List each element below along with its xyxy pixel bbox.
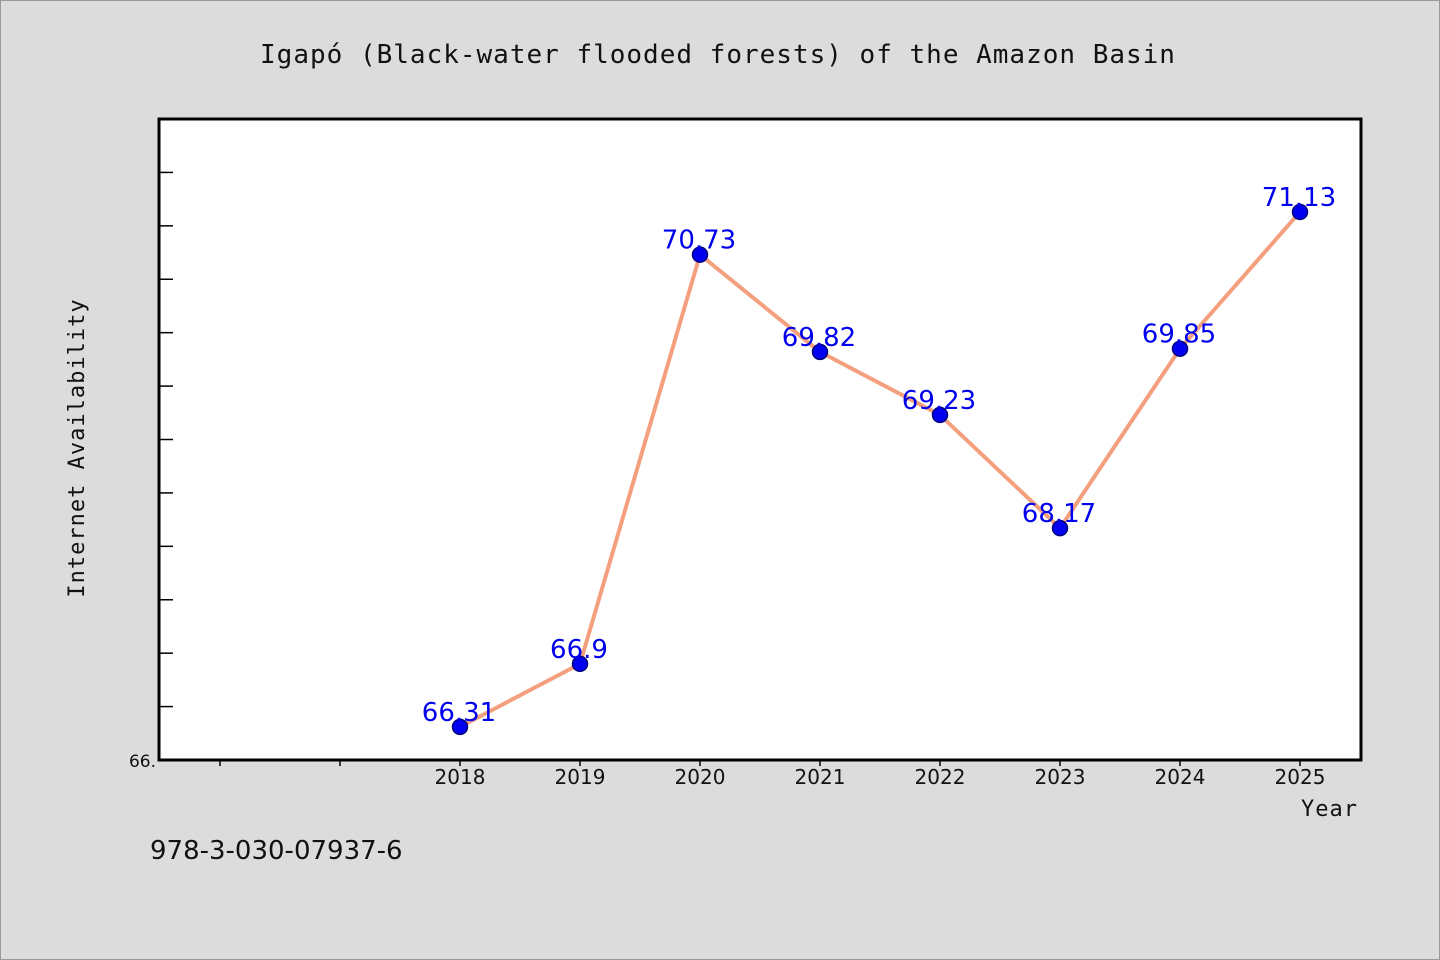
data-label: 71.13 <box>1262 183 1336 213</box>
x-tick-label: 2023 <box>1035 765 1086 789</box>
y-tick-label: 66. <box>129 752 156 772</box>
data-point <box>931 406 949 424</box>
x-tick-label: 2024 <box>1155 765 1206 789</box>
x-tick-label: 2022 <box>915 765 966 789</box>
series-line <box>459 210 1302 729</box>
data-label: 69.82 <box>782 323 856 353</box>
x-tick-label: 2025 <box>1275 765 1326 789</box>
data-label: 68.17 <box>1022 499 1096 529</box>
x-tick-label: 2020 <box>675 765 726 789</box>
data-point <box>1171 340 1189 357</box>
x-tick-label: 2021 <box>795 765 846 789</box>
series-markers <box>451 203 1309 736</box>
x-axis-label: Year <box>1301 797 1358 822</box>
data-point <box>811 343 829 361</box>
data-labels: 66.31 66.9 70.73 69.82 69.23 68.17 69.85 71.13 <box>422 183 1336 728</box>
data-label: 69.85 <box>1142 320 1216 350</box>
data-point <box>691 246 709 263</box>
data-label: 70.73 <box>662 226 736 256</box>
x-tick-label: 2019 <box>555 765 606 789</box>
x-axis-ticks: 2018 2019 2020 2021 2022 2023 2024 2025 <box>219 761 1326 789</box>
x-tick-label: 2018 <box>435 765 486 789</box>
data-point <box>571 655 589 673</box>
chart-title: Igapó (Black-water flooded forests) of t… <box>260 40 1176 70</box>
y-axis-ticks <box>159 118 173 761</box>
isbn-text: 978-3-030-07937-6 <box>150 836 403 866</box>
data-label: 69.23 <box>902 386 976 416</box>
data-point <box>1291 203 1309 221</box>
data-point <box>1051 519 1069 537</box>
y-axis-label: Internet Availability <box>65 298 90 597</box>
data-label: 66.31 <box>422 698 496 728</box>
plot-area <box>157 117 1363 762</box>
data-point <box>451 718 469 736</box>
data-label: 66.9 <box>550 635 608 665</box>
